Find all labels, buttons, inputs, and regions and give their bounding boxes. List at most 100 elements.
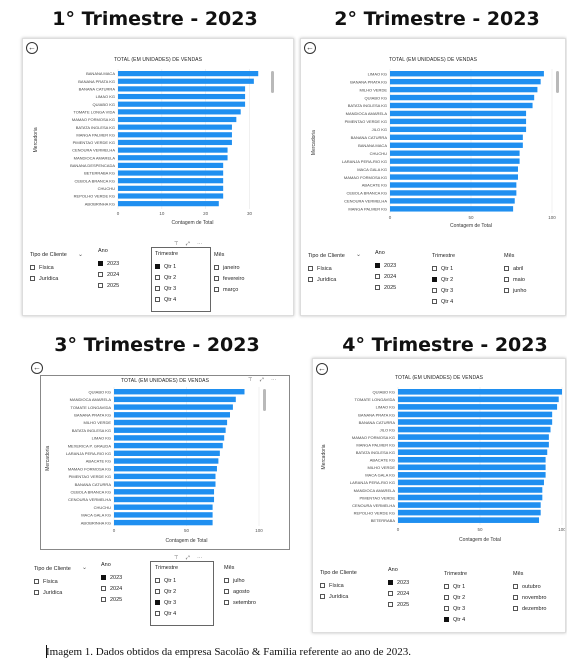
- slicer-option[interactable]: Física: [30, 262, 67, 273]
- checkbox[interactable]: [388, 591, 393, 596]
- slicer-option[interactable]: Jurídica: [30, 273, 67, 284]
- slicer-option[interactable]: 2023: [98, 258, 119, 269]
- slicer-option[interactable]: Qtr 4: [155, 608, 178, 619]
- bar-chart-visual[interactable]: TOTAL (EM UNIDADES) DE VENDAS ⊤ ⤢ ⋯ 0 50 1…: [40, 375, 290, 550]
- checkbox[interactable]: [504, 266, 509, 271]
- checkbox[interactable]: [444, 584, 449, 589]
- slicer-option[interactable]: 2023: [388, 577, 409, 588]
- chevron-down-icon[interactable]: ⌄: [82, 565, 88, 571]
- slicer-option[interactable]: março: [214, 284, 244, 295]
- slicer-option[interactable]: Qtr 1: [432, 263, 455, 274]
- slicer-option[interactable]: 2023: [101, 572, 122, 583]
- checkbox[interactable]: [320, 583, 325, 588]
- checkbox[interactable]: [388, 602, 393, 607]
- checkbox[interactable]: [320, 594, 325, 599]
- chevron-down-icon[interactable]: ⌄: [356, 252, 362, 258]
- back-arrow-icon[interactable]: ←: [304, 42, 316, 54]
- slicer-option[interactable]: Jurídica: [34, 587, 71, 598]
- checkbox[interactable]: [432, 288, 437, 293]
- slicer-option[interactable]: dezembro: [513, 603, 546, 614]
- slicer-option[interactable]: 2024: [101, 583, 122, 594]
- slicer-option[interactable]: outubro: [513, 581, 546, 592]
- checkbox[interactable]: [101, 586, 106, 591]
- slicer-option[interactable]: Física: [320, 580, 357, 591]
- slicer-option[interactable]: Qtr 2: [444, 592, 467, 603]
- slicer-option[interactable]: Física: [34, 576, 71, 587]
- slicer-option[interactable]: Qtr 3: [155, 597, 178, 608]
- slicer-option[interactable]: Física: [308, 263, 345, 274]
- checkbox[interactable]: [101, 597, 106, 602]
- slicer-option[interactable]: janeiro: [214, 262, 244, 273]
- checkbox[interactable]: [504, 277, 509, 282]
- checkbox[interactable]: [444, 595, 449, 600]
- checkbox-checked[interactable]: [375, 263, 380, 268]
- checkbox-checked[interactable]: [388, 580, 393, 585]
- checkbox[interactable]: [444, 606, 449, 611]
- slicer-option[interactable]: Jurídica: [308, 274, 345, 285]
- slicer-option[interactable]: agosto: [224, 586, 256, 597]
- slicer-option[interactable]: 2025: [375, 282, 396, 293]
- bar-chart-visual[interactable]: TOTAL (EM UNIDADES) DE VENDAS 0 10 20 30 BAN…: [23, 51, 293, 231]
- checkbox[interactable]: [513, 606, 518, 611]
- slicer-option[interactable]: fevereiro: [214, 273, 244, 284]
- checkbox[interactable]: [224, 600, 229, 605]
- checkbox[interactable]: [224, 589, 229, 594]
- checkbox[interactable]: [432, 299, 437, 304]
- checkbox[interactable]: [224, 578, 229, 583]
- slicer-option[interactable]: 2023: [375, 260, 396, 271]
- checkbox-checked[interactable]: [155, 600, 160, 605]
- checkbox[interactable]: [155, 611, 160, 616]
- slicer-option[interactable]: setembro: [224, 597, 256, 608]
- slicer-option[interactable]: Qtr 1: [444, 581, 467, 592]
- visual-header-icons[interactable]: ⊤ ⤢ ⋯: [248, 377, 280, 383]
- chevron-down-icon[interactable]: ⌄: [78, 252, 84, 258]
- slicer-option[interactable]: 2024: [388, 588, 409, 599]
- slicer-option[interactable]: Qtr 2: [155, 586, 178, 597]
- slicer-option[interactable]: Qtr 4: [432, 296, 455, 307]
- slicer-option[interactable]: abril: [504, 263, 526, 274]
- checkbox-checked[interactable]: [98, 261, 103, 266]
- slicer-option[interactable]: 2025: [388, 599, 409, 610]
- checkbox[interactable]: [432, 266, 437, 271]
- slicer-option[interactable]: Qtr 4: [444, 614, 467, 625]
- slicer-option[interactable]: Qtr 3: [444, 603, 467, 614]
- slicer-option[interactable]: maio: [504, 274, 526, 285]
- visual-header-icons[interactable]: ⊤ ⤢ ⋯: [174, 241, 206, 247]
- checkbox-checked[interactable]: [432, 277, 437, 282]
- checkbox[interactable]: [214, 276, 219, 281]
- checkbox[interactable]: [308, 266, 313, 271]
- back-arrow-icon[interactable]: ←: [26, 42, 38, 54]
- slicer-option[interactable]: Qtr 2: [432, 274, 455, 285]
- bar-chart-visual[interactable]: TOTAL (EM UNIDADES) DE VENDAS 0 50 100 QUIA…: [313, 371, 567, 551]
- slicer-option[interactable]: 2024: [375, 271, 396, 282]
- checkbox[interactable]: [34, 579, 39, 584]
- slicer-option[interactable]: Qtr 4: [155, 294, 178, 305]
- checkbox[interactable]: [98, 283, 103, 288]
- checkbox[interactable]: [30, 265, 35, 270]
- slicer-option[interactable]: 2024: [98, 269, 119, 280]
- checkbox[interactable]: [308, 277, 313, 282]
- visual-header-icons[interactable]: ⊤ ⤢ ⋯: [174, 555, 206, 561]
- checkbox[interactable]: [98, 272, 103, 277]
- slicer-option[interactable]: julho: [224, 575, 256, 586]
- back-arrow-icon[interactable]: ←: [316, 363, 328, 375]
- slicer-option[interactable]: junho: [504, 285, 526, 296]
- checkbox[interactable]: [214, 287, 219, 292]
- slicer-option[interactable]: Qtr 1: [155, 261, 178, 272]
- checkbox[interactable]: [155, 578, 160, 583]
- checkbox[interactable]: [513, 584, 518, 589]
- back-arrow-icon[interactable]: ←: [31, 362, 43, 374]
- slicer-option[interactable]: 2025: [101, 594, 122, 605]
- checkbox[interactable]: [214, 265, 219, 270]
- checkbox-checked[interactable]: [444, 617, 449, 622]
- bar-chart-visual[interactable]: TOTAL (EM UNIDADES) DE VENDAS 0 50 100 LIMA…: [301, 51, 565, 234]
- checkbox[interactable]: [513, 595, 518, 600]
- checkbox[interactable]: [30, 276, 35, 281]
- checkbox-checked[interactable]: [101, 575, 106, 580]
- checkbox[interactable]: [155, 286, 160, 291]
- slicer-option[interactable]: Qtr 2: [155, 272, 178, 283]
- checkbox[interactable]: [504, 288, 509, 293]
- checkbox[interactable]: [155, 297, 160, 302]
- checkbox[interactable]: [375, 274, 380, 279]
- slicer-option[interactable]: Qtr 3: [155, 283, 178, 294]
